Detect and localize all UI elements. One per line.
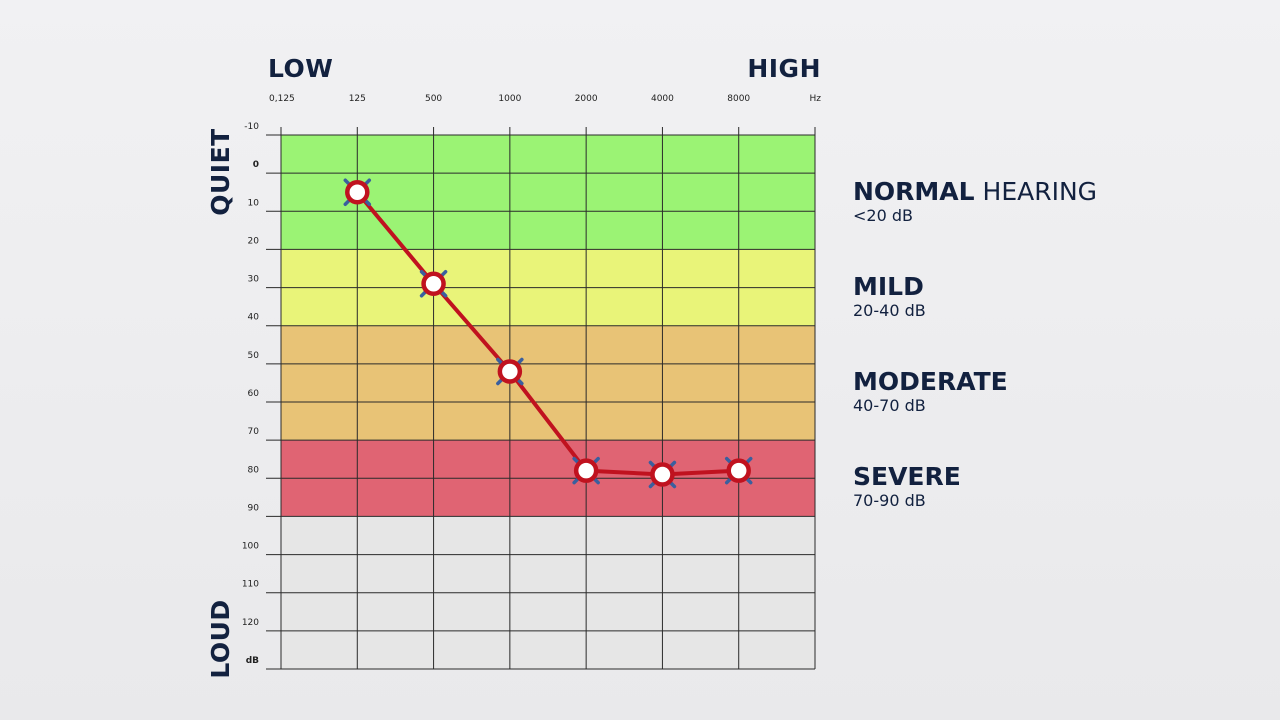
- y-tick-label: 10: [248, 198, 260, 208]
- y-tick-label: 60: [248, 389, 260, 399]
- series-line: [355, 190, 741, 477]
- legend-moderate-bold: MODERATE: [853, 367, 1008, 396]
- circle-marker: [421, 271, 446, 297]
- data-point-4000: [648, 460, 677, 489]
- legend-normal-title: NORMAL HEARING: [853, 178, 1253, 206]
- legend-moderate-range: 40-70 dB: [853, 396, 926, 415]
- y-tick-label: 80: [248, 465, 260, 475]
- x-tick-label: 500: [425, 94, 442, 104]
- x-tick-label: 125: [349, 94, 366, 104]
- series-line-0: [355, 190, 741, 477]
- legend-severe: SEVERE 70-90 dB: [853, 463, 1253, 511]
- x-tick-label: 0,125: [269, 94, 295, 104]
- legend-severe-range: 70-90 dB: [853, 491, 926, 510]
- band-0: [281, 135, 815, 250]
- circle-marker: [497, 359, 523, 384]
- quiet-label: QUIET: [206, 128, 235, 216]
- data-point-1000: [496, 357, 524, 386]
- x-tick-label: Hz: [810, 94, 822, 104]
- legend-normal-light: HEARING: [974, 177, 1098, 206]
- circle-marker: [726, 458, 751, 483]
- legend-severe-title: SEVERE: [853, 463, 1253, 491]
- grid-lines: [266, 127, 816, 670]
- data-point-125: [343, 178, 372, 206]
- circle-marker: [650, 462, 675, 487]
- x-tick-label: 2000: [575, 94, 598, 104]
- legend-normal-range: <20 dB: [853, 206, 913, 225]
- y-tick-label: 120: [242, 618, 259, 628]
- y-tick-label: dB: [246, 656, 259, 666]
- x-tick-label: 1000: [498, 94, 521, 104]
- legend-mild-title: MILD: [853, 273, 1253, 301]
- y-tick-label: 100: [242, 542, 259, 552]
- y-tick-label: -10: [244, 122, 259, 132]
- legend-normal-bold: NORMAL: [853, 177, 975, 206]
- circle-marker: [345, 179, 370, 205]
- y-tick-label: 70: [248, 427, 260, 437]
- legend-mild-bold: MILD: [853, 272, 924, 301]
- y-tick-label: 0: [253, 160, 259, 170]
- y-tick-label: 20: [248, 236, 260, 246]
- legend-mild: MILD 20-40 dB: [853, 273, 1253, 321]
- y-tick-label: 110: [242, 580, 259, 590]
- y-tick-label: 40: [248, 313, 260, 323]
- legend-moderate-title: MODERATE: [853, 368, 1253, 396]
- circle-marker: [573, 458, 599, 483]
- legend-moderate: MODERATE 40-70 dB: [853, 368, 1253, 416]
- x-tick-label: 8000: [727, 94, 750, 104]
- legend-mild-range: 20-40 dB: [853, 301, 926, 320]
- x-tick-labels: 0,125 125 500 1000 2000 4000 8000 Hz: [269, 94, 821, 104]
- data-point-500: [419, 270, 448, 298]
- loud-label: LOUD: [206, 599, 235, 678]
- x-tick-label: 4000: [651, 94, 674, 104]
- y-tick-label: 50: [248, 351, 260, 361]
- series-markers: [343, 178, 753, 489]
- y-tick-labels: -10 0 10 20 30 40 50 60 70 80 90 100 110 120 dB: [242, 122, 259, 666]
- data-point-2000: [572, 456, 600, 485]
- y-tick-label: 30: [248, 275, 260, 285]
- high-label: HIGH: [747, 54, 821, 83]
- y-tick-label: 90: [248, 503, 260, 513]
- low-label: LOW: [268, 54, 333, 83]
- legend-normal: NORMAL HEARING <20 dB: [853, 178, 1253, 226]
- data-point-8000: [724, 456, 753, 485]
- legend-severe-bold: SEVERE: [853, 462, 961, 491]
